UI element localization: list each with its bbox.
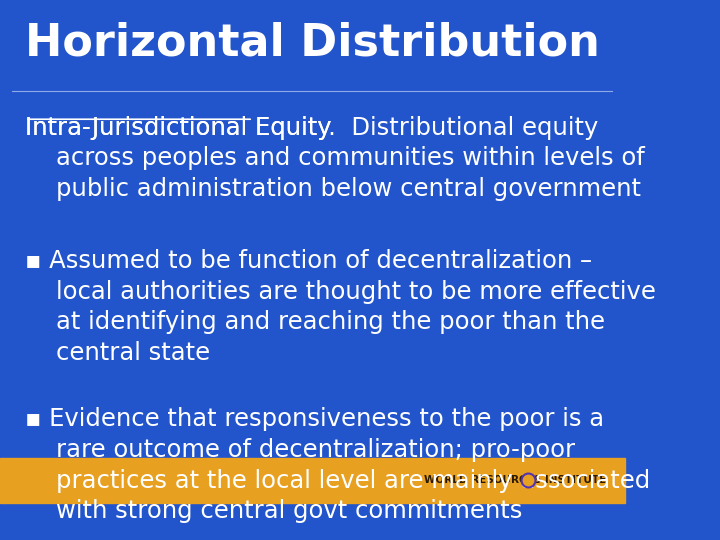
Text: Horizontal Distribution: Horizontal Distribution <box>25 21 600 64</box>
Text: ▪ Assumed to be function of decentralization –
    local authorities are thought: ▪ Assumed to be function of decentraliza… <box>25 249 656 365</box>
Text: Intra-Jurisdictional Equity.  Distributional equity
    across peoples and commu: Intra-Jurisdictional Equity. Distributio… <box>25 116 644 201</box>
Bar <box>0 458 625 503</box>
Text: WORLD RESOURCES INSTITUTE: WORLD RESOURCES INSTITUTE <box>424 475 606 485</box>
Text: ▪ Evidence that responsiveness to the poor is a
    rare outcome of decentraliza: ▪ Evidence that responsiveness to the po… <box>25 408 650 523</box>
Text: Intra-Jurisdictional Equity: Intra-Jurisdictional Equity <box>25 116 332 140</box>
